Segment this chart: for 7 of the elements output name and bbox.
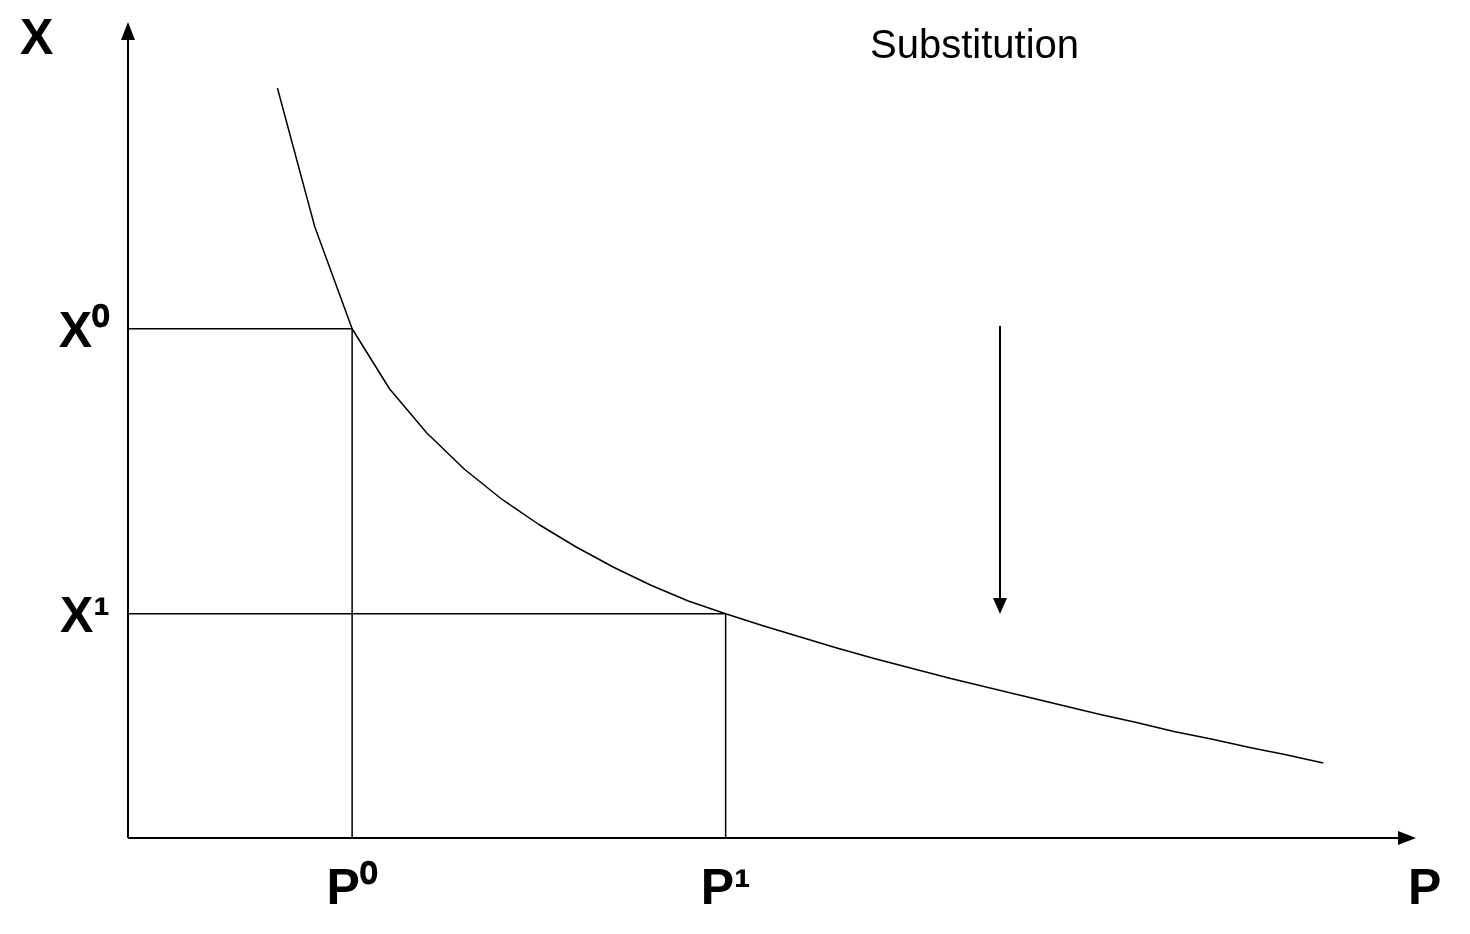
ref-line-label: X¹ [60,586,110,643]
y-axis-title: X [20,8,54,66]
x-tick-label: P¹ [700,858,751,915]
x-tick-label: P⁰ [326,858,378,915]
ref-line-label: X⁰ [58,301,110,358]
text: Substitution [870,22,1080,67]
x-axis-title: P [1408,858,1442,916]
